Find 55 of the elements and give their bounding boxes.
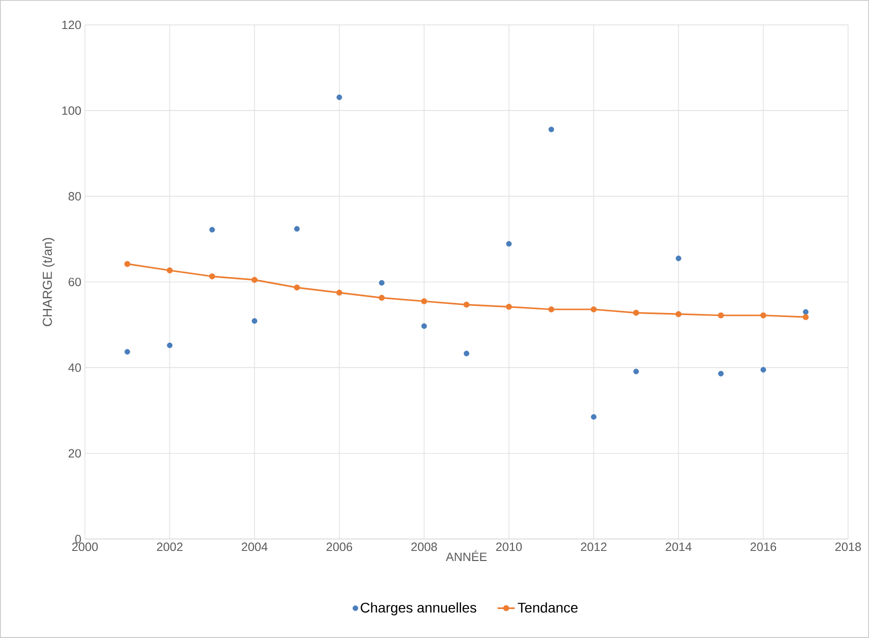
point [464, 350, 470, 356]
point [294, 284, 300, 291]
point [252, 318, 258, 324]
point [336, 290, 342, 296]
point [506, 304, 512, 310]
point [464, 302, 470, 308]
point [760, 312, 766, 318]
point [590, 414, 597, 420]
x-tick-label: 2002 [156, 542, 182, 552]
x-tick-label: 2018 [835, 542, 861, 552]
point [378, 280, 385, 286]
legend-label: Tendance [518, 602, 578, 613]
point [548, 306, 554, 312]
point [718, 370, 724, 376]
legend-label: Charges annuelles [360, 602, 476, 616]
y-tick-label: 120 [62, 20, 81, 30]
point [336, 94, 342, 100]
x-axis-title: ANNÉE [446, 550, 487, 561]
x-tick-label: 2006 [326, 542, 352, 552]
x-tick-label: 2004 [242, 542, 268, 552]
point [676, 311, 682, 318]
x-tick-label: 2010 [496, 542, 522, 552]
x-tick-label: 2016 [750, 542, 776, 552]
point [718, 312, 724, 318]
point [421, 298, 428, 304]
y-tick-label: 60 [68, 278, 81, 286]
y-axis-title: CHARGE (t/an) [42, 238, 55, 326]
point [252, 276, 258, 283]
y-tick-label: 0 [75, 534, 81, 544]
point [421, 323, 427, 329]
point [633, 368, 639, 374]
point [548, 126, 554, 132]
point [590, 306, 597, 312]
point [124, 261, 130, 267]
point [378, 294, 385, 301]
point [506, 241, 512, 247]
x-tick-label: 2014 [666, 542, 692, 552]
point [209, 273, 216, 280]
point [802, 309, 808, 315]
y-tick-label: 40 [68, 363, 81, 372]
x-tick-label: 2008 [411, 542, 437, 552]
point [209, 226, 215, 233]
point [124, 349, 130, 355]
y-tick-label: 80 [68, 192, 81, 201]
y-tick-label: 20 [68, 449, 81, 458]
y-tick-label: 100 [62, 106, 81, 115]
x-tick-label: 2000 [72, 542, 98, 552]
point [802, 314, 809, 320]
point [760, 367, 766, 373]
point [166, 342, 173, 348]
point [166, 267, 173, 274]
point [676, 256, 682, 262]
x-tick-label: 2012 [580, 542, 606, 552]
point [633, 310, 640, 316]
point [294, 226, 300, 232]
